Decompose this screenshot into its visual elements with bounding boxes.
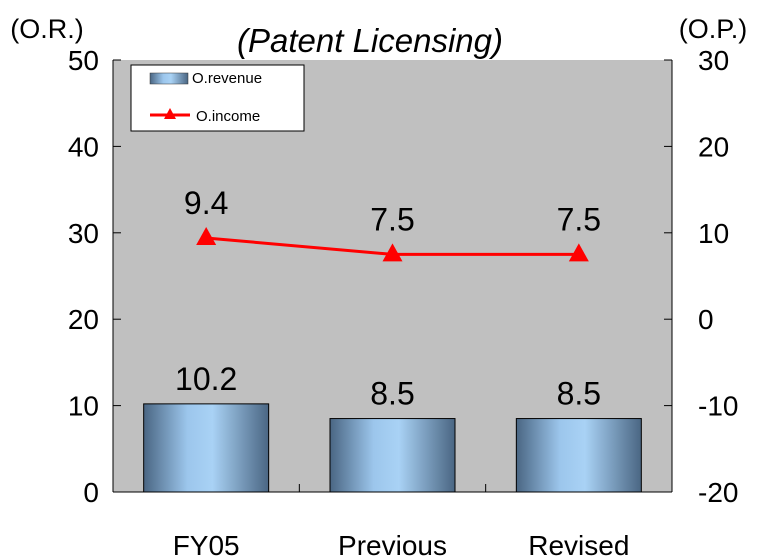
chart-title: (Patent Licensing) [237,22,503,59]
income-value-label: 9.4 [184,185,228,221]
bar-value-label: 10.2 [175,361,237,397]
income-marker [568,243,589,262]
right-tick-label: 20 [698,131,729,162]
legend-marker-income [164,108,176,119]
income-marker [196,226,217,245]
right-tick-label: 30 [698,45,729,76]
income-value-label: 7.5 [557,201,601,237]
legend-label-revenue: O.revenue [192,70,262,87]
right-tick-label: -20 [698,477,738,508]
left-axis-unit: (O.R.) [10,14,84,44]
right-axis-unit: (O.P.) [679,14,748,44]
left-tick-label: 50 [68,45,99,76]
left-tick-label: 40 [68,131,99,162]
income-marker [382,243,403,262]
right-tick-label: -10 [698,391,738,422]
bar-value-label: 8.5 [557,376,601,412]
category-label: Previous [338,530,447,560]
income-value-label: 7.5 [370,201,414,237]
legend-label-income: O.income [196,108,260,125]
legend-swatch-revenue [149,72,189,85]
right-tick-label: 0 [698,304,714,335]
left-tick-label: 0 [83,477,99,508]
left-tick-label: 10 [68,391,99,422]
category-label: FY05 [173,530,240,560]
bar-previous [329,418,456,493]
left-tick-label: 30 [68,218,99,249]
right-tick-label: 10 [698,218,729,249]
left-tick-label: 20 [68,304,99,335]
bar-revised [515,418,642,493]
category-label: Revised [528,530,629,560]
bar-fy05 [143,403,270,493]
bar-value-label: 8.5 [370,376,414,412]
legend: O.revenue O.income [130,64,305,132]
